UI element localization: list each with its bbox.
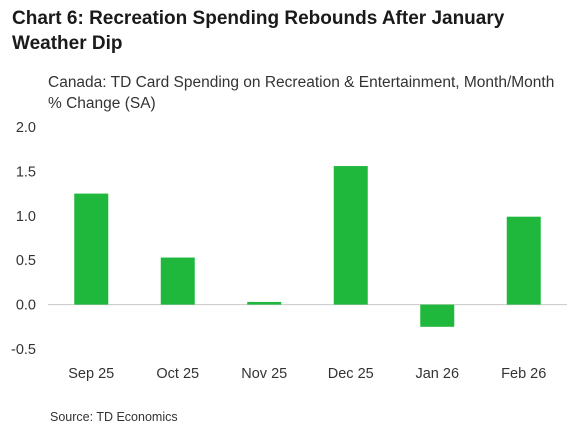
bar-nov-25 xyxy=(247,301,282,305)
source-note: Source: TD Economics xyxy=(50,410,178,424)
x-tick-label: Oct 25 xyxy=(156,366,199,382)
y-tick-label: -0.5 xyxy=(11,342,36,358)
y-tick-label: 0.5 xyxy=(16,253,36,269)
x-tick-label: Feb 26 xyxy=(501,366,546,382)
y-tick-label: 2.0 xyxy=(16,120,36,136)
y-tick-label: 1.5 xyxy=(16,164,36,180)
x-tick-label: Jan 26 xyxy=(415,366,459,382)
bar-feb-26 xyxy=(506,216,541,305)
bar-oct-25 xyxy=(160,257,195,305)
bar-dec-25 xyxy=(333,166,368,305)
y-tick-label: 1.0 xyxy=(16,209,36,225)
x-tick-label: Dec 25 xyxy=(328,366,374,382)
y-tick-label: 0.0 xyxy=(16,298,36,314)
chart-subtitle: Canada: TD Card Spending on Recreation &… xyxy=(48,74,555,112)
chart-title: Chart 6: Recreation Spending Rebounds Af… xyxy=(12,8,505,54)
bar-jan-26 xyxy=(420,304,455,327)
x-tick-label: Nov 25 xyxy=(241,366,287,382)
bar-sep-25 xyxy=(74,193,109,305)
x-tick-label: Sep 25 xyxy=(68,366,114,382)
